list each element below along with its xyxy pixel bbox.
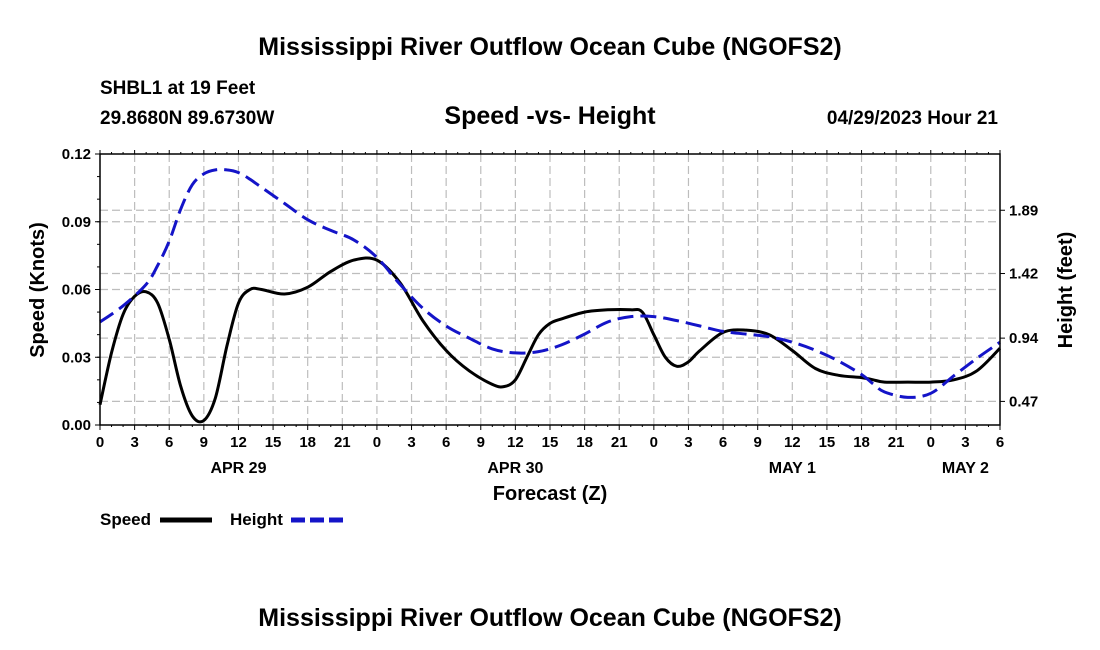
date-label: APR 29 bbox=[210, 460, 266, 477]
x-tick-label: 3 bbox=[130, 434, 138, 451]
station-label: SHBL1 at 19 Feet bbox=[100, 78, 256, 99]
legend-height-label: Height bbox=[230, 510, 283, 529]
x-tick-label: 18 bbox=[853, 434, 870, 451]
x-tick-label: 3 bbox=[407, 434, 415, 451]
x-tick-label: 0 bbox=[927, 434, 935, 451]
y-right-tick-label: 1.89 bbox=[1009, 202, 1038, 219]
x-tick-label: 0 bbox=[373, 434, 381, 451]
location-label: 29.8680N 89.6730W bbox=[100, 108, 274, 129]
y-left-tick-label: 0.12 bbox=[62, 146, 91, 163]
series-line-speed bbox=[98, 256, 1002, 424]
x-tick-label: 15 bbox=[542, 434, 559, 451]
x-tick-label: 21 bbox=[334, 434, 351, 451]
y-right-tick-label: 0.47 bbox=[1009, 393, 1038, 410]
bottom-title: Mississippi River Outflow Ocean Cube (NG… bbox=[258, 604, 841, 632]
y-left-tick-label: 0.00 bbox=[62, 417, 91, 434]
y-right-tick-label: 1.42 bbox=[1009, 266, 1038, 283]
date-label: MAY 1 bbox=[769, 460, 816, 477]
y-left-tick-label: 0.03 bbox=[62, 349, 91, 366]
x-tick-label: 6 bbox=[996, 434, 1004, 451]
x-tick-label: 6 bbox=[165, 434, 173, 451]
x-tick-label: 3 bbox=[684, 434, 692, 451]
x-tick-label: 9 bbox=[754, 434, 762, 451]
grid bbox=[100, 154, 1000, 425]
x-axis-label: Forecast (Z) bbox=[493, 483, 607, 505]
x-tick-label: 0 bbox=[650, 434, 658, 451]
x-tick-label: 21 bbox=[611, 434, 628, 451]
x-tick-label: 12 bbox=[784, 434, 801, 451]
page-title: Mississippi River Outflow Ocean Cube (NG… bbox=[258, 33, 841, 61]
legend-speed-label: Speed bbox=[100, 510, 151, 529]
axis-ticks: 0 3 6 9 12 15 18 21 0 3 6 9 12 15 18 21 0 3 6 9 12 15 18 21 0 3 6 A… bbox=[62, 146, 1039, 477]
x-tick-label: 6 bbox=[719, 434, 727, 451]
legend: Speed Height bbox=[100, 510, 343, 529]
y-right-tick-label: 0.94 bbox=[1009, 330, 1039, 347]
x-tick-label: 21 bbox=[888, 434, 905, 451]
run-time-label: 04/29/2023 Hour 21 bbox=[827, 108, 999, 129]
series-group bbox=[98, 167, 1002, 424]
x-tick-label: 6 bbox=[442, 434, 450, 451]
y-axis-left-label: Speed (Knots) bbox=[27, 222, 49, 358]
x-tick-label: 15 bbox=[819, 434, 836, 451]
date-label: MAY 2 bbox=[942, 460, 989, 477]
y-axis-right-label: Height (feet) bbox=[1055, 232, 1077, 349]
series-line-height bbox=[99, 167, 1001, 399]
x-tick-label: 9 bbox=[477, 434, 485, 451]
chart-title: Speed -vs- Height bbox=[444, 102, 656, 130]
x-tick-label: 12 bbox=[507, 434, 524, 451]
x-tick-label: 12 bbox=[230, 434, 247, 451]
x-tick-label: 18 bbox=[299, 434, 316, 451]
x-tick-label: 0 bbox=[96, 434, 104, 451]
y-left-tick-label: 0.09 bbox=[62, 214, 91, 231]
x-tick-label: 18 bbox=[576, 434, 593, 451]
x-tick-label: 9 bbox=[200, 434, 208, 451]
x-tick-label: 3 bbox=[961, 434, 969, 451]
date-label: APR 30 bbox=[487, 460, 543, 477]
y-left-tick-label: 0.06 bbox=[62, 282, 91, 299]
x-tick-label: 15 bbox=[265, 434, 282, 451]
